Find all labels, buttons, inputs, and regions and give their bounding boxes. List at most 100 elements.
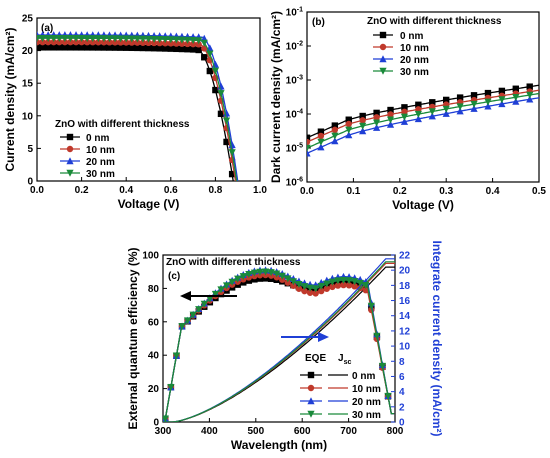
marker-30-nm-a — [44, 35, 52, 43]
marker-10-nm-b — [373, 114, 380, 121]
marker-10-nm-a — [156, 39, 163, 47]
eqe-marker-30-nm-c — [206, 295, 214, 303]
marker-0-nm-b — [345, 116, 352, 123]
marker-30-nm-b — [386, 116, 395, 124]
marker-0-nm-a — [195, 46, 202, 54]
legend-label-0-nm-a: 0 nm — [86, 133, 109, 144]
plot-frame-c — [162, 254, 396, 423]
marker-0-nm-a — [67, 44, 74, 51]
marker-30-nm-a — [217, 90, 225, 98]
marker-20-nm-b — [470, 104, 478, 112]
x-tick-label-c: 600 — [294, 426, 311, 437]
marker-20-nm-b — [400, 117, 409, 125]
legend-label-30-nm-b: 30 nm — [400, 67, 429, 78]
eqe-marker-30-nm-c — [373, 332, 381, 340]
eqe-marker-10-nm-c — [329, 283, 336, 291]
marker-0-nm-a — [145, 44, 152, 52]
legend-title-c: ZnO with different thickness — [166, 257, 301, 268]
eqe-marker-30-nm-c — [384, 392, 392, 400]
marker-30-nm-a — [228, 149, 236, 157]
marker-30-nm-b — [512, 94, 520, 102]
marker-30-nm-a — [167, 36, 175, 44]
marker-30-nm-a — [83, 35, 91, 43]
marker-20-nm-b — [345, 131, 353, 139]
legend-label-20-nm-c: 20 nm — [352, 397, 381, 408]
legend-eqe-marker-30-nm-c — [307, 410, 315, 418]
y-right-tick-label-c: 2 — [399, 402, 405, 413]
marker-10-nm-a — [37, 38, 41, 46]
marker-0-nm-a — [217, 110, 225, 118]
marker-20-nm-b — [373, 123, 381, 131]
marker-30-nm-a — [122, 35, 130, 43]
marker-10-nm-a — [78, 38, 85, 46]
marker-30-nm-b — [484, 98, 492, 106]
marker-0-nm-a — [39, 44, 46, 51]
marker-0-nm-a — [184, 46, 191, 53]
marker-20-nm-b — [331, 137, 339, 145]
eqe-marker-0-nm-c — [262, 275, 269, 282]
eqe-marker-30-nm-c — [367, 302, 375, 310]
marker-10-nm-b — [331, 126, 339, 134]
y-tick-label-a: 25 — [22, 14, 34, 25]
eqe-marker-30-nm-c — [261, 268, 270, 276]
marker-10-nm-a — [150, 39, 158, 47]
eqe-marker-30-nm-c — [378, 362, 387, 370]
marker-30-nm-b — [498, 96, 506, 104]
marker-0-nm-a — [212, 86, 219, 94]
y-tick-label-a: 20 — [22, 46, 34, 57]
panel-tag-a: (a) — [41, 23, 53, 34]
x-tick-label-b: 0.4 — [486, 186, 500, 197]
marker-30-nm-a — [195, 37, 203, 45]
marker-30-nm-a — [222, 117, 231, 125]
x-tick-label-b: 0.0 — [300, 186, 314, 197]
marker-10-nm-a — [67, 38, 74, 46]
legend-eqe-marker-20-nm-c — [307, 397, 315, 405]
legend-marker-30-nm-a — [66, 169, 74, 177]
marker-0-nm-a — [223, 138, 230, 146]
x-axis-label-b: Voltage (V) — [392, 198, 454, 212]
eqe-marker-30-nm-c — [222, 282, 231, 290]
eqe-marker-30-nm-c — [163, 415, 169, 422]
eqe-marker-0-nm-c — [251, 276, 258, 283]
series-line-30-nm-b — [307, 92, 539, 149]
marker-10-nm-a — [173, 40, 180, 47]
legend-marker-0-nm-a — [66, 133, 74, 141]
marker-0-nm-b — [373, 109, 380, 117]
eqe-marker-30-nm-c — [228, 278, 236, 286]
y-right-tick-label-c: 20 — [399, 266, 411, 277]
marker-0-nm-a — [206, 67, 214, 75]
marker-0-nm-a — [111, 44, 119, 51]
eqe-marker-30-nm-c — [356, 279, 364, 287]
marker-30-nm-a — [50, 35, 58, 43]
marker-10-nm-a — [83, 38, 91, 46]
marker-30-nm-a — [156, 35, 164, 43]
series-group-c — [163, 258, 395, 422]
marker-0-nm-b — [456, 94, 464, 101]
y-tick-label-b: 10-1 — [286, 7, 303, 19]
y-right-tick-label-c: 16 — [399, 296, 411, 307]
y-tick-label-a: 0 — [27, 177, 33, 188]
legend-marker-10-nm-b — [379, 43, 387, 51]
eqe-marker-30-nm-c — [183, 317, 192, 325]
marker-20-nm-b — [484, 102, 492, 110]
marker-10-nm-a — [72, 38, 80, 46]
eqe-marker-30-nm-c — [273, 270, 281, 278]
marker-10-nm-a — [61, 38, 69, 46]
eqe-marker-30-nm-c — [211, 290, 220, 298]
y-right-axis-label-c: Integrate current density (mA/cm²) — [430, 240, 444, 436]
plot-frame-a — [36, 17, 261, 182]
marker-20-nm-b — [512, 97, 520, 105]
eqe-marker-30-nm-c — [245, 271, 253, 279]
marker-0-nm-b — [470, 92, 478, 99]
y-tick-label-c: 40 — [148, 351, 160, 362]
y-tick-label-c: 0 — [153, 418, 159, 429]
marker-0-nm-a — [95, 44, 102, 51]
y-tick-label-b: 10-2 — [286, 41, 303, 53]
legend-label-30-nm-c: 30 nm — [352, 410, 381, 421]
legend-label-0-nm-b: 0 nm — [400, 31, 423, 42]
eqe-marker-10-nm-c — [345, 282, 353, 289]
marker-30-nm-b — [456, 103, 464, 111]
marker-30-nm-a — [150, 35, 158, 43]
eqe-marker-10-nm-c — [295, 285, 303, 292]
